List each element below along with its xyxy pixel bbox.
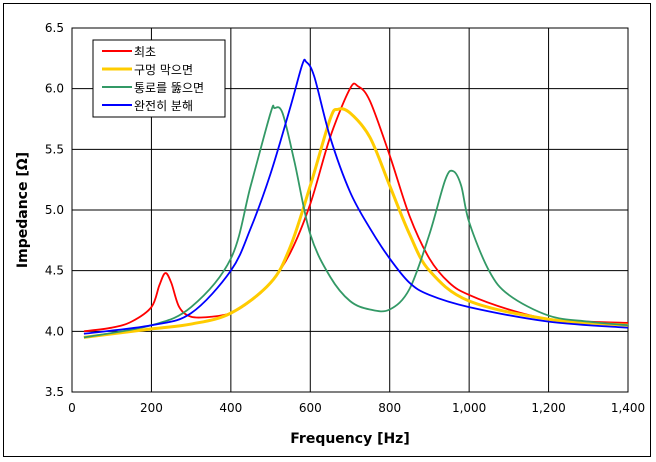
x-tick-label: 1,000 [452, 401, 486, 415]
legend-label: 구멍 막으면 [134, 63, 193, 77]
x-tick-label: 400 [219, 401, 242, 415]
x-tick-label: 600 [299, 401, 322, 415]
x-axis-label: Frequency [Hz] [290, 431, 409, 447]
series-line-1 [83, 82, 629, 333]
x-tick-label: 1,400 [611, 401, 645, 415]
x-tick-label: 800 [378, 401, 401, 415]
legend-label: 통로를 뚫으면 [134, 81, 204, 95]
chart-frame [3, 3, 651, 457]
y-tick-label: 5.5 [45, 142, 64, 156]
series-line-3 [83, 104, 629, 339]
y-tick-label: 6.5 [45, 21, 64, 35]
legend-label: 완전히 분해 [134, 99, 193, 113]
series-line-4 [83, 58, 629, 335]
y-tick-label: 5.0 [45, 203, 64, 217]
x-tick-label: 1,200 [531, 401, 565, 415]
y-tick-label: 6.0 [45, 82, 64, 96]
x-tick-label: 200 [140, 401, 163, 415]
legend-label: 최초 [134, 45, 156, 59]
y-axis-label: Impedance [Ω] [15, 152, 31, 268]
x-tick-label: 0 [68, 401, 76, 415]
y-tick-label: 3.5 [45, 385, 64, 399]
y-tick-label: 4.0 [45, 324, 64, 338]
series-line-2 [83, 107, 629, 339]
y-tick-label: 4.5 [45, 264, 64, 278]
